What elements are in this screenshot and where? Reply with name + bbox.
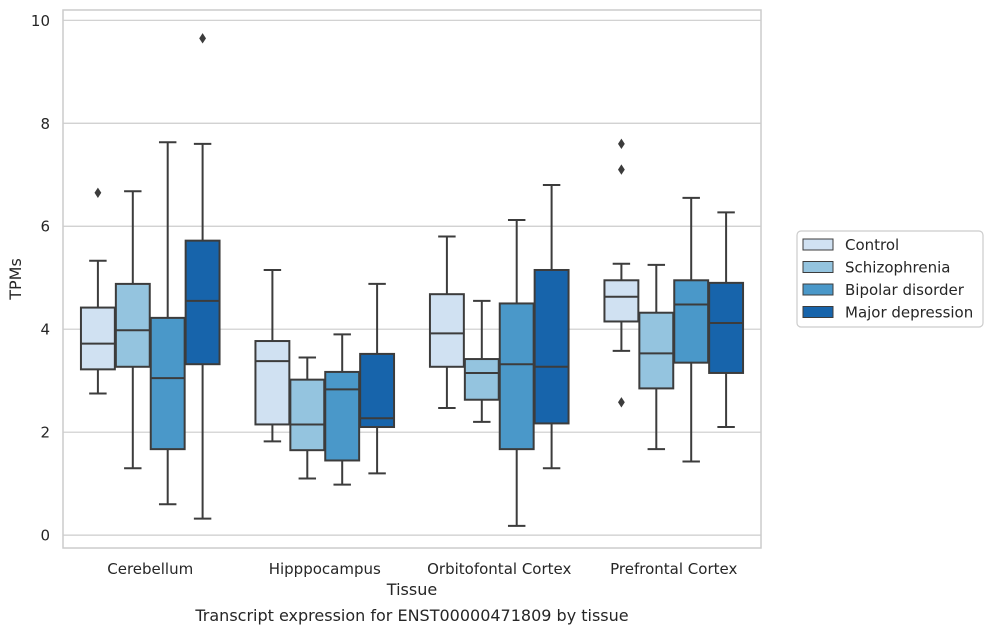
legend-label: Schizophrenia — [845, 259, 950, 277]
legend: Control Schizophrenia Bipolar disorder Majo… — [796, 230, 984, 328]
legend-label: Major depression — [845, 304, 973, 322]
y-tick-label: 0 — [40, 527, 50, 545]
chart-title: Transcript expression for ENST0000047180… — [194, 606, 628, 625]
y-tick-label: 8 — [40, 115, 50, 133]
legend-label: Bipolar disorder — [845, 281, 965, 299]
box-control — [428, 235, 465, 409]
box-series — [79, 33, 745, 527]
box-control — [79, 187, 116, 395]
box-iqr — [324, 370, 361, 462]
box-iqr — [428, 293, 465, 368]
y-tick-label: 2 — [40, 424, 50, 442]
box-bipolar-disorder — [673, 196, 710, 463]
outlier-point — [94, 187, 102, 198]
box-major-depression — [533, 184, 570, 470]
x-tick-label: Orbitofontal Cortex — [427, 560, 571, 578]
box-major-depression — [359, 282, 396, 475]
box-iqr — [289, 378, 326, 452]
outlier-point — [618, 164, 625, 175]
box-iqr — [673, 279, 710, 364]
box-schizophrenia — [289, 356, 326, 480]
box-iqr — [708, 281, 745, 374]
box-iqr — [359, 352, 396, 429]
legend-frame — [796, 230, 984, 328]
box-bipolar-disorder — [149, 141, 186, 506]
box-major-depression — [184, 33, 221, 520]
outlier-point — [618, 138, 625, 150]
y-axis-ticks: 0 2 4 6 8 10 — [31, 12, 50, 545]
box-iqr — [114, 282, 151, 368]
legend-swatch — [802, 283, 834, 296]
y-tick-label: 10 — [31, 12, 50, 30]
box-iqr — [603, 279, 640, 323]
x-tick-label: Prefrontal Cortex — [610, 560, 737, 578]
box-schizophrenia — [463, 299, 500, 423]
legend-swatch — [802, 261, 834, 273]
box-iqr — [638, 311, 675, 390]
box-iqr — [498, 302, 535, 451]
legend-label: Control — [845, 236, 899, 254]
box-schizophrenia — [638, 263, 675, 451]
box-major-depression — [708, 211, 745, 429]
box-bipolar-disorder — [498, 219, 535, 527]
x-tick-label: Cerebellum — [107, 560, 193, 578]
box-iqr — [463, 358, 500, 401]
plot-frame — [62, 9, 762, 549]
box-iqr — [184, 239, 221, 366]
x-tick-label: Hipppocampus — [269, 560, 381, 578]
box-iqr — [149, 316, 186, 451]
box-iqr — [254, 340, 291, 426]
x-axis-ticks: Cerebellum Hipppocampus Orbitofontal Corte… — [107, 560, 737, 578]
box-iqr — [79, 306, 116, 371]
y-tick-label: 4 — [40, 321, 50, 339]
legend-swatch — [802, 306, 834, 318]
box-schizophrenia — [114, 190, 151, 470]
legend-swatch — [802, 238, 834, 251]
outlier-point — [199, 33, 206, 44]
box-control — [603, 138, 640, 408]
box-bipolar-disorder — [324, 333, 361, 486]
x-axis-label: Tissue — [386, 580, 437, 599]
y-tick-label: 6 — [40, 218, 50, 236]
box-control — [254, 268, 291, 443]
box-iqr — [533, 268, 570, 425]
y-axis-label: TPMs — [6, 258, 25, 301]
outlier-point — [618, 397, 625, 408]
